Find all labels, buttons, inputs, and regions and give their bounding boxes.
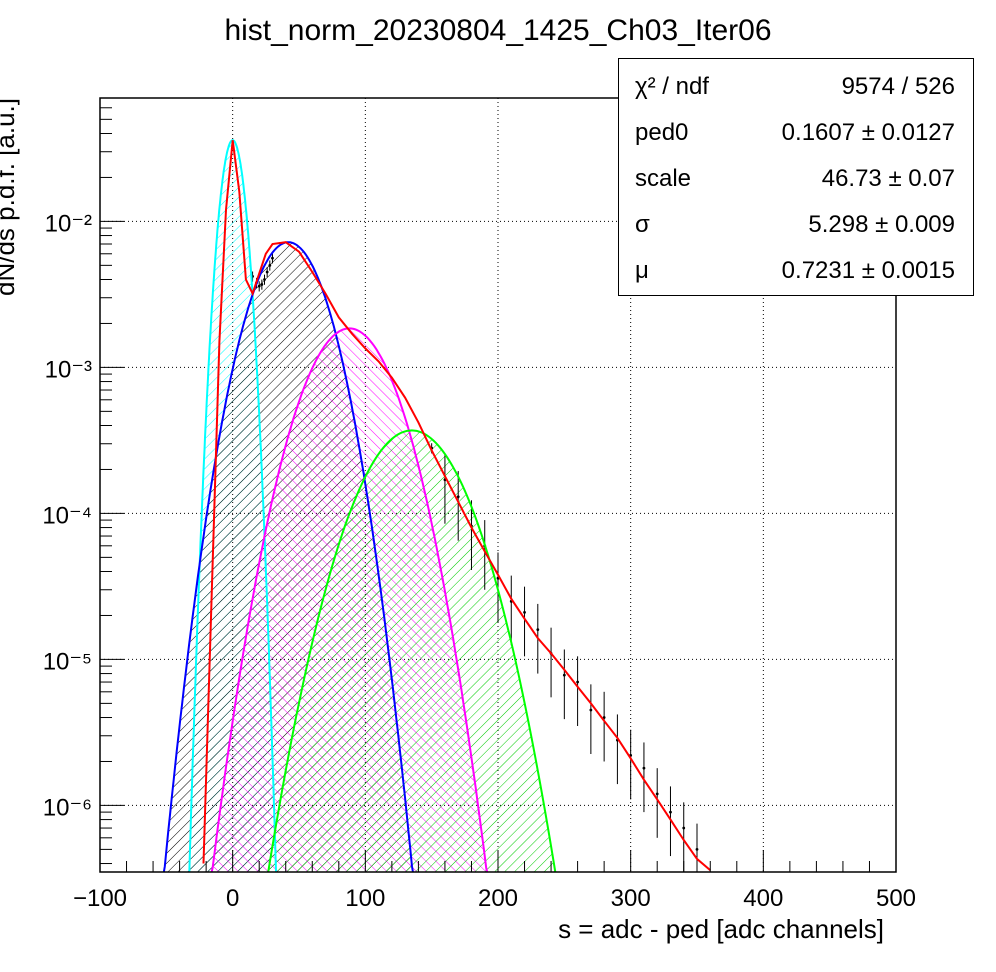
data-point <box>263 278 266 281</box>
data-point <box>268 263 272 267</box>
data-point <box>642 766 646 770</box>
stat-row: σ 5.298 ± 0.009 <box>635 211 955 251</box>
data-point <box>655 792 659 796</box>
data-point <box>589 708 593 712</box>
data-point <box>260 283 264 286</box>
y-tick-label: 10⁻⁴ <box>42 502 92 529</box>
data-points <box>251 253 699 872</box>
y-axis-label: dN/ds p.d.f. [a.u.] <box>0 98 20 296</box>
stat-value: 46.73 ± 0.07 <box>821 165 955 192</box>
axis-ticks <box>99 107 897 872</box>
stat-value: 9574 / 526 <box>841 73 955 100</box>
data-point <box>562 673 566 677</box>
total-fit-curve <box>202 140 711 871</box>
data-point <box>602 716 606 719</box>
stat-value: 5.298 ± 0.009 <box>808 211 955 238</box>
chart-title: hist_norm_20230804_1425_Ch03_Iter06 <box>224 14 772 47</box>
data-point <box>669 810 672 814</box>
x-axis-label: s = adc - ped [adc channels] <box>558 914 884 944</box>
data-point <box>523 610 526 614</box>
peak-fills <box>163 140 556 872</box>
stat-name: scale <box>635 165 692 192</box>
stat-name: σ <box>635 211 650 238</box>
stat-row: scale 46.73 ± 0.07 <box>635 165 955 205</box>
x-tick-label: −100 <box>73 885 127 912</box>
stat-row: χ² / ndf 9574 / 526 <box>635 73 955 113</box>
stat-name: ped0 <box>635 119 689 146</box>
curves <box>162 139 711 872</box>
stat-value: 0.1607 ± 0.0127 <box>781 119 955 146</box>
x-tick-label: 500 <box>876 885 916 912</box>
stat-row: ped0 0.1607 ± 0.0127 <box>635 119 955 159</box>
stat-value: 0.7231 ± 0.0015 <box>781 257 955 284</box>
data-point <box>695 847 699 851</box>
x-tick-label: 300 <box>611 885 651 912</box>
data-point <box>536 628 540 632</box>
y-tick-label: 10⁻² <box>45 210 92 237</box>
peak-curve <box>162 241 414 872</box>
x-tick-label: 200 <box>478 885 518 912</box>
data-point <box>576 680 579 684</box>
y-tick-label: 10⁻⁵ <box>43 648 92 675</box>
data-point <box>682 826 686 830</box>
stat-row: μ 0.7231 ± 0.0015 <box>635 257 955 297</box>
data-point <box>456 495 460 499</box>
x-tick-label: 400 <box>743 885 783 912</box>
y-tick-label: 10⁻³ <box>45 356 92 383</box>
peak-curve <box>210 327 489 872</box>
peak-curve <box>267 429 557 872</box>
y-tick-label: 10⁻⁶ <box>43 794 92 821</box>
stat-name: μ <box>635 257 649 284</box>
data-point <box>265 270 269 274</box>
x-tick-label: 0 <box>226 885 239 912</box>
fit-statistics-box: χ² / ndf 9574 / 526 ped0 0.1607 ± 0.0127 sca… <box>618 58 974 296</box>
data-point <box>257 284 261 288</box>
x-tick-label: 100 <box>345 885 385 912</box>
data-point <box>271 256 274 260</box>
stat-name: χ² / ndf <box>635 73 709 100</box>
